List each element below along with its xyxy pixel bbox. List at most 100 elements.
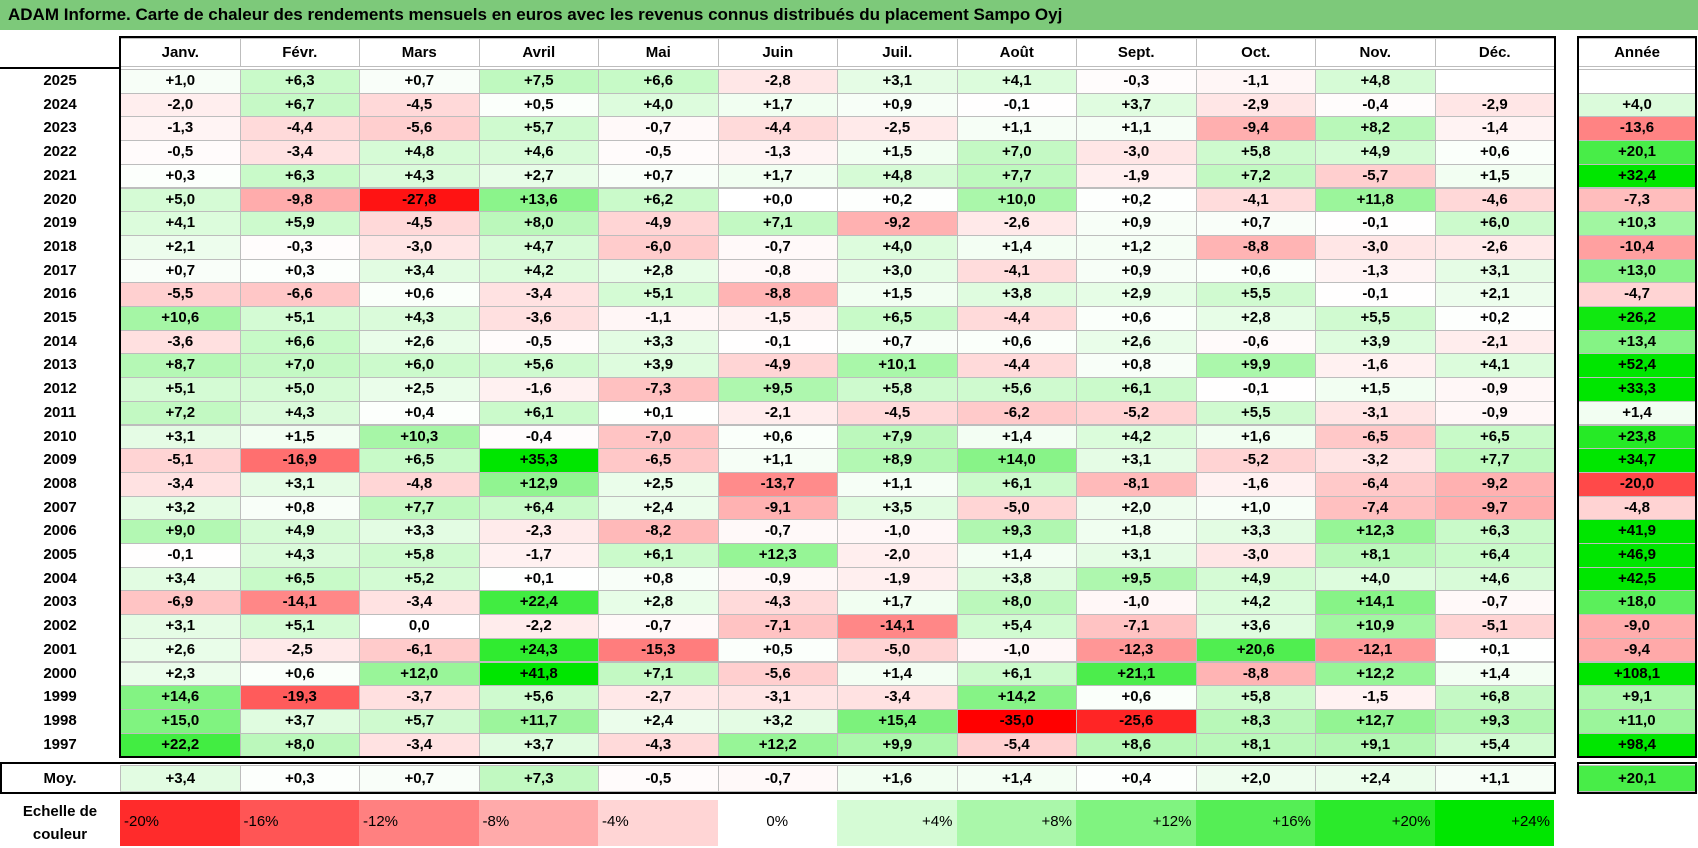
heatmap-cell: +13,6	[478, 187, 599, 213]
heatmap-cell: +14,6	[120, 685, 241, 710]
scale-swatch: +8%	[956, 800, 1076, 846]
heatmap-cell: +3,9	[1315, 329, 1436, 355]
annual-cell: -20,0	[1578, 471, 1696, 497]
scale-swatch: +4%	[837, 800, 957, 846]
heatmap-cell: +4,9	[1195, 566, 1316, 592]
annual-cell: +13,0	[1578, 258, 1696, 284]
heatmap-cell: +0,6	[717, 424, 838, 450]
heatmap-cell: +1,7	[837, 590, 958, 616]
heatmap-cell: -5,6	[717, 661, 838, 687]
month-header: Mai	[598, 38, 719, 67]
heatmap-cell: +0,7	[359, 69, 480, 94]
heatmap-cell: +5,6	[956, 377, 1077, 402]
heatmap-cell: +15,0	[120, 708, 241, 734]
heatmap-cell: -0,1	[717, 329, 838, 355]
scale-swatch: -8%	[478, 800, 598, 846]
heatmap-cell: -1,3	[120, 116, 241, 142]
heatmap-cell: -0,9	[1434, 377, 1555, 402]
year-label: 1997	[43, 735, 77, 753]
heatmap-cell: -7,1	[1076, 614, 1197, 639]
heatmap-cell: -0,1	[1195, 377, 1316, 402]
heatmap-cell: +10,9	[1315, 614, 1436, 639]
heatmap-cell: -2,9	[1434, 92, 1555, 118]
heatmap-cell: +1,1	[837, 471, 958, 497]
heatmap-cell: +6,5	[239, 566, 360, 592]
year-label: 2008	[43, 474, 77, 492]
heatmap-cell: +4,9	[1315, 140, 1436, 165]
heatmap-cell: +0,2	[837, 187, 958, 213]
heatmap-cell: +6,6	[598, 69, 719, 94]
average-cell: -0,7	[717, 765, 838, 792]
year-label: 2017	[43, 261, 77, 279]
heatmap-cell: +6,2	[598, 187, 719, 213]
average-cell: +2,0	[1195, 765, 1316, 792]
annual-cell: -4,7	[1578, 282, 1696, 307]
heatmap-cell: -27,8	[359, 187, 480, 213]
heatmap-cell: +2,5	[359, 377, 480, 402]
heatmap-cell: +15,4	[837, 708, 958, 734]
heatmap-cell: +2,7	[478, 163, 599, 189]
heatmap-cell: +3,0	[837, 258, 958, 284]
heatmap-cell: -4,4	[717, 116, 838, 142]
heatmap-cell: -6,6	[239, 282, 360, 307]
heatmap-cell: -15,3	[598, 637, 719, 663]
annual-cell: +52,4	[1578, 353, 1696, 379]
heatmap-cell: -3,0	[1195, 543, 1316, 568]
heatmap-cell: +7,0	[239, 353, 360, 379]
heatmap-cell: -4,1	[1195, 187, 1316, 213]
heatmap-cell: +0,8	[1076, 353, 1197, 379]
heatmap-cell: -19,3	[239, 685, 360, 710]
heatmap-cell: +6,4	[478, 495, 599, 521]
heatmap-cell: +7,2	[1195, 163, 1316, 189]
heatmap-cell: +1,2	[1076, 234, 1197, 260]
heatmap-cell: -0,3	[239, 234, 360, 260]
heatmap-cell: +1,1	[717, 448, 838, 473]
heatmap-cell: +12,2	[1315, 661, 1436, 687]
heatmap-cell: -5,2	[1195, 448, 1316, 473]
heatmap-cell: +2,8	[1195, 306, 1316, 331]
heatmap-cell: -1,6	[478, 377, 599, 402]
heatmap-cell: +5,4	[956, 614, 1077, 639]
heatmap-cell: -5,2	[1076, 400, 1197, 426]
heatmap-cell: -6,0	[598, 234, 719, 260]
heatmap-cell: -7,0	[598, 424, 719, 450]
heatmap-cell: +7,5	[478, 69, 599, 94]
annual-cell: -4,8	[1578, 495, 1696, 521]
heatmap-cell: +5,2	[359, 566, 480, 592]
heatmap-cell: -4,4	[239, 116, 360, 142]
heatmap-cell: -12,3	[1076, 637, 1197, 663]
scale-label-line1: Echelle de	[22, 803, 98, 820]
heatmap-cell: +9,5	[1076, 566, 1197, 592]
heatmap-cell: -3,1	[1315, 400, 1436, 426]
heatmap-cell: -6,9	[120, 590, 241, 616]
heatmap-cell: +4,1	[956, 69, 1077, 94]
heatmap-cell: +0,9	[1076, 211, 1197, 236]
heatmap-cell: -8,2	[598, 519, 719, 544]
heatmap-cell: +3,1	[1076, 448, 1197, 473]
month-header: Janv.	[120, 38, 241, 67]
year-label: 2009	[43, 451, 77, 469]
heatmap-cell: +3,5	[837, 495, 958, 521]
average-cell: +1,6	[837, 765, 958, 792]
heatmap-cell: -1,0	[837, 519, 958, 544]
heatmap-cell: -1,3	[1315, 258, 1436, 284]
month-header: Févr.	[239, 38, 360, 67]
heatmap-cell: +3,3	[1195, 519, 1316, 544]
heatmap-cell: +0,6	[359, 282, 480, 307]
heatmap-cell: -2,5	[239, 637, 360, 663]
heatmap-cell: -0,4	[1315, 92, 1436, 118]
year-label: 2018	[43, 237, 77, 255]
heatmap-cell: -3,4	[120, 471, 241, 497]
heatmap-cell: +4,0	[598, 92, 719, 118]
heatmap-cell: -3,4	[359, 732, 480, 758]
heatmap-cell: +0,2	[1434, 306, 1555, 331]
heatmap-cell: -1,7	[478, 543, 599, 568]
heatmap-cell: -3,4	[239, 140, 360, 165]
heatmap-cell: +3,8	[956, 566, 1077, 592]
heatmap-cell: +4,7	[478, 234, 599, 260]
heatmap-cell: +4,8	[837, 163, 958, 189]
heatmap-cell: +4,3	[239, 543, 360, 568]
heatmap-cell: +6,6	[239, 329, 360, 355]
heatmap-cell: +3,1	[120, 424, 241, 450]
heatmap-cell: +6,1	[478, 400, 599, 426]
